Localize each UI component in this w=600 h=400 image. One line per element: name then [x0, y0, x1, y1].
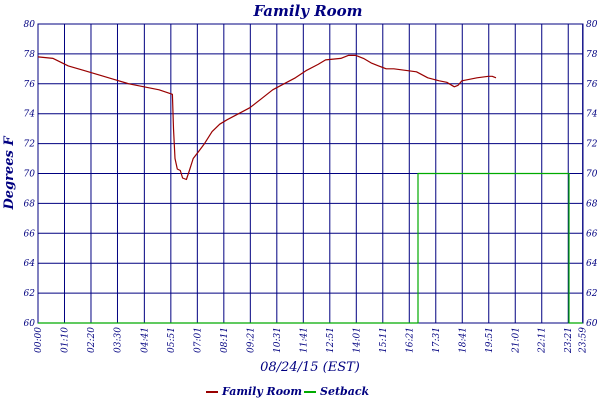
x-tick-label: 22:11 — [538, 327, 548, 354]
x-tick-label: 15:11 — [379, 327, 389, 353]
y-tick-label-left: 76 — [24, 80, 36, 90]
y-tick-label-right: 74 — [586, 110, 598, 120]
x-tick-label: 14:01 — [352, 327, 362, 353]
x-tick-label: 05:51 — [167, 327, 177, 353]
y-tick-label-right: 70 — [586, 170, 598, 180]
x-tick-label: 02:20 — [87, 327, 97, 353]
y-tick-label-right: 62 — [586, 289, 598, 299]
legend-label-family-room: Family Room — [221, 385, 302, 398]
x-tick-label: 01:10 — [60, 327, 70, 353]
x-tick-label: 21:01 — [511, 327, 521, 354]
x-tick-label: 23:21 — [564, 327, 574, 354]
x-tick-label: 07:01 — [193, 327, 203, 353]
y-tick-label-left: 72 — [24, 140, 36, 150]
x-axis-ticks: 00:00 01:10 02:20 03:30 04:41 05:51 07:01 08:11… — [34, 327, 589, 354]
x-tick-label: 17:31 — [432, 327, 442, 353]
x-tick-label: 18:41 — [458, 327, 468, 353]
y-axis-left-ticks: 60 62 64 66 68 70 72 74 76 78 80 — [24, 20, 36, 329]
y-axis-label: Degrees F — [2, 136, 17, 211]
legend: Family Room Setback — [206, 385, 370, 398]
y-tick-label-left: 80 — [24, 20, 36, 30]
x-tick-label: 03:30 — [113, 327, 123, 353]
y-tick-label-left: 66 — [24, 229, 36, 239]
x-tick-label: 11:41 — [299, 327, 309, 353]
chart-title: Family Room — [252, 2, 362, 20]
x-tick-label: 12:51 — [326, 327, 336, 353]
y-tick-label-right: 80 — [586, 20, 598, 30]
x-tick-label: 09:21 — [246, 327, 256, 353]
y-tick-label-right: 64 — [586, 259, 598, 269]
y-tick-label-left: 78 — [24, 50, 36, 60]
x-tick-label: 23:59 — [579, 327, 589, 354]
y-tick-label-right: 68 — [586, 199, 598, 209]
legend-label-setback: Setback — [320, 385, 370, 398]
y-tick-label-left: 74 — [24, 110, 36, 120]
y-tick-label-right: 72 — [586, 140, 598, 150]
y-tick-label-left: 68 — [24, 199, 36, 209]
y-tick-label-left: 64 — [24, 259, 36, 269]
x-tick-label: 04:41 — [140, 327, 150, 353]
y-tick-label-left: 70 — [24, 170, 36, 180]
x-tick-label: 16:21 — [405, 327, 415, 353]
series-line-family-room — [37, 54, 497, 181]
x-tick-label: 19:51 — [485, 327, 495, 353]
x-tick-label: 08:11 — [220, 327, 230, 353]
y-tick-label-left: 60 — [24, 319, 36, 329]
y-tick-label-right: 60 — [586, 319, 598, 329]
series-line-setback — [38, 172, 583, 324]
x-axis-label: 08/24/15 (EST) — [260, 360, 360, 375]
x-tick-label: 10:31 — [273, 327, 283, 353]
x-tick-label: 00:00 — [34, 327, 44, 353]
y-tick-label-right: 76 — [586, 80, 598, 90]
y-tick-label-right: 78 — [586, 50, 598, 60]
series-layer — [37, 54, 583, 324]
y-tick-label-left: 62 — [24, 289, 36, 299]
y-axis-right-ticks: 60 62 64 66 68 70 72 74 76 78 80 — [586, 20, 598, 329]
y-tick-label-right: 66 — [586, 229, 598, 239]
